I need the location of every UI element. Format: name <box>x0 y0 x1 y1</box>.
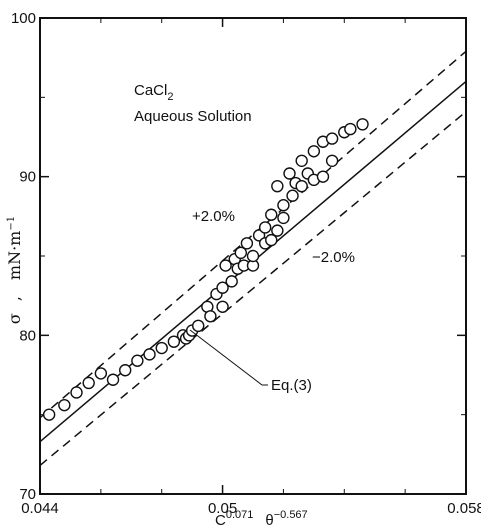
data-point <box>295 154 308 168</box>
data-point <box>356 118 369 131</box>
data-point <box>277 199 290 212</box>
data-point <box>106 373 120 386</box>
data-point <box>283 167 296 180</box>
y-tick-label: 90 <box>19 169 36 186</box>
title-line1-main: CaCl <box>134 82 167 99</box>
data-point <box>265 208 278 221</box>
y-label-unit-exp: −1 <box>6 216 17 231</box>
line-plus-2pct <box>39 50 467 419</box>
data-point <box>82 376 95 390</box>
data-point <box>216 281 229 294</box>
data-point <box>219 259 232 272</box>
y-label-symbol: σ <box>5 313 24 324</box>
x-label-base1: C <box>215 512 226 529</box>
data-point <box>325 154 339 168</box>
data-point <box>94 367 108 380</box>
data-point <box>258 221 272 234</box>
data-point <box>271 179 284 193</box>
x-label-exp2: −0.567 <box>274 509 308 521</box>
data-point <box>70 386 83 399</box>
data-point <box>240 237 254 250</box>
data-point <box>192 319 205 333</box>
data-point <box>265 233 278 247</box>
data-point <box>271 224 284 237</box>
data-point <box>286 189 299 202</box>
x-tick-label: 0.058 <box>447 500 481 517</box>
data-points <box>42 118 369 421</box>
x-label-base2: θ <box>265 512 273 529</box>
line-minus-2pct <box>39 111 467 467</box>
y-tick-label: 70 <box>19 486 36 503</box>
title-line2: Aqueous Solution <box>134 108 252 125</box>
x-axis-label: C0.071 θ−0.567 <box>215 509 308 529</box>
data-point <box>325 132 339 145</box>
eq3-leader-line <box>189 329 263 386</box>
y-tick-label: 80 <box>19 327 36 344</box>
data-point <box>295 179 308 193</box>
data-point <box>246 249 260 263</box>
data-point <box>307 145 321 158</box>
y-axis-label: σ, mN·m−1 <box>5 216 24 324</box>
axis-tick-labels: 0.044 0.05 0.058 70 80 90 100 <box>11 10 481 517</box>
axis-ticks <box>39 17 467 495</box>
title-line1: CaCl2 <box>134 82 173 103</box>
data-point <box>143 348 156 361</box>
data-point <box>204 310 217 323</box>
x-label-exp1: 0.071 <box>226 509 254 521</box>
y-tick-label: 100 <box>11 10 36 27</box>
x-tick-label: 0.05 <box>208 500 237 517</box>
data-point <box>234 246 248 260</box>
data-point <box>216 300 229 313</box>
data-point <box>155 341 168 355</box>
data-point <box>344 122 357 136</box>
data-point <box>118 364 132 377</box>
x-tick-label: 0.044 <box>21 500 59 517</box>
data-point <box>58 398 71 412</box>
data-point <box>167 335 181 348</box>
data-point <box>277 211 290 225</box>
title-line1-subscript: 2 <box>167 91 173 103</box>
upper-band-label: +2.0% <box>192 208 235 225</box>
data-point <box>42 408 56 421</box>
eq3-label: Eq.(3) <box>271 377 312 394</box>
y-label-unit: mN·m <box>5 231 24 280</box>
data-point <box>225 275 238 288</box>
data-point <box>131 354 144 367</box>
lower-band-label: −2.0% <box>312 249 355 266</box>
y-label-sep: , <box>5 296 24 301</box>
data-point <box>316 170 330 183</box>
